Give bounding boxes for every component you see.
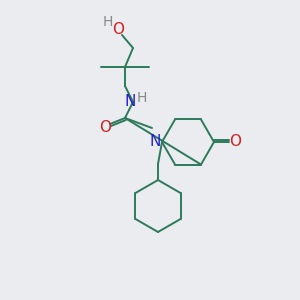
Text: N: N xyxy=(124,94,136,110)
Text: H: H xyxy=(103,15,113,29)
Text: O: O xyxy=(112,22,124,38)
Text: N: N xyxy=(149,134,161,149)
Text: O: O xyxy=(99,119,111,134)
Text: H: H xyxy=(137,91,147,105)
Text: O: O xyxy=(229,134,241,149)
